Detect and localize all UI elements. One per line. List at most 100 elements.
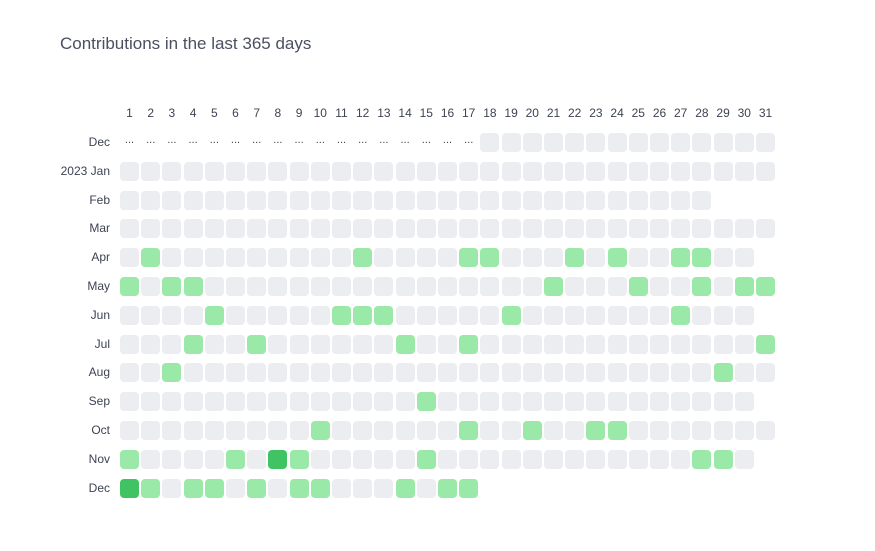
day-cell[interactable] xyxy=(692,219,712,239)
day-cell[interactable] xyxy=(204,363,224,383)
day-cell[interactable] xyxy=(162,305,182,325)
day-cell[interactable] xyxy=(120,392,139,412)
day-cell[interactable] xyxy=(501,449,521,469)
day-cell[interactable] xyxy=(120,449,139,469)
day-cell[interactable] xyxy=(607,449,627,469)
day-cell[interactable] xyxy=(713,248,733,268)
day-cell[interactable] xyxy=(628,392,648,412)
day-cell[interactable] xyxy=(628,421,648,440)
day-cell[interactable] xyxy=(204,449,224,469)
day-cell[interactable] xyxy=(310,219,330,239)
day-cell[interactable] xyxy=(332,248,351,268)
day-cell[interactable] xyxy=(671,219,691,239)
day-cell[interactable] xyxy=(671,449,691,469)
day-cell[interactable] xyxy=(565,305,585,325)
day-cell[interactable] xyxy=(141,305,161,325)
day-cell[interactable] xyxy=(183,449,203,469)
day-cell[interactable] xyxy=(544,334,563,354)
day-cell[interactable] xyxy=(692,161,712,181)
day-cell[interactable] xyxy=(544,161,563,181)
day-cell[interactable] xyxy=(522,421,542,440)
day-cell[interactable] xyxy=(586,421,606,440)
day-cell[interactable] xyxy=(628,133,648,152)
day-cell[interactable] xyxy=(120,219,139,239)
day-cell[interactable] xyxy=(395,219,415,239)
day-cell[interactable] xyxy=(226,421,245,440)
day-cell[interactable] xyxy=(501,248,521,268)
day-cell[interactable] xyxy=(522,305,542,325)
day-cell[interactable] xyxy=(586,363,606,383)
day-cell[interactable] xyxy=(162,449,182,469)
day-cell[interactable] xyxy=(565,449,585,469)
day-cell[interactable] xyxy=(522,133,542,152)
day-cell[interactable] xyxy=(544,190,563,210)
day-cell[interactable] xyxy=(734,449,754,469)
day-cell[interactable] xyxy=(120,190,139,210)
day-cell[interactable] xyxy=(671,190,691,210)
day-cell[interactable] xyxy=(522,334,542,354)
day-cell[interactable] xyxy=(650,449,669,469)
day-cell[interactable] xyxy=(756,334,775,354)
day-cell[interactable] xyxy=(141,449,161,469)
day-cell[interactable] xyxy=(204,248,224,268)
day-cell[interactable] xyxy=(480,392,500,412)
day-cell[interactable] xyxy=(628,334,648,354)
day-cell[interactable] xyxy=(268,161,288,181)
day-cell[interactable] xyxy=(713,363,733,383)
day-cell[interactable] xyxy=(501,421,521,440)
day-cell[interactable] xyxy=(332,334,351,354)
day-cell[interactable] xyxy=(310,478,330,498)
day-cell[interactable] xyxy=(247,219,267,239)
day-cell[interactable] xyxy=(353,277,373,296)
day-cell[interactable] xyxy=(501,190,521,210)
day-cell[interactable] xyxy=(480,219,500,239)
day-cell[interactable] xyxy=(183,305,203,325)
day-cell[interactable] xyxy=(416,334,436,354)
day-cell[interactable] xyxy=(438,421,457,440)
day-cell[interactable] xyxy=(204,277,224,296)
day-cell[interactable] xyxy=(480,277,500,296)
day-cell[interactable] xyxy=(310,305,330,325)
day-cell[interactable] xyxy=(438,363,457,383)
day-cell[interactable] xyxy=(374,421,394,440)
day-cell[interactable] xyxy=(374,334,394,354)
day-cell[interactable] xyxy=(374,305,394,325)
day-cell[interactable] xyxy=(141,334,161,354)
day-cell[interactable] xyxy=(183,277,203,296)
day-cell[interactable] xyxy=(734,133,754,152)
day-cell[interactable] xyxy=(416,478,436,498)
day-cell[interactable] xyxy=(268,363,288,383)
day-cell[interactable] xyxy=(141,421,161,440)
day-cell[interactable] xyxy=(544,392,563,412)
day-cell[interactable] xyxy=(756,161,775,181)
day-cell[interactable] xyxy=(332,219,351,239)
day-cell[interactable] xyxy=(353,248,373,268)
day-cell[interactable] xyxy=(459,277,479,296)
day-cell[interactable] xyxy=(226,219,245,239)
day-cell[interactable] xyxy=(650,219,669,239)
day-cell[interactable] xyxy=(183,161,203,181)
day-cell[interactable] xyxy=(289,392,309,412)
day-cell[interactable] xyxy=(374,248,394,268)
day-cell[interactable] xyxy=(162,363,182,383)
day-cell[interactable] xyxy=(713,161,733,181)
day-cell[interactable] xyxy=(416,248,436,268)
day-cell[interactable] xyxy=(268,219,288,239)
day-cell[interactable] xyxy=(565,334,585,354)
day-cell[interactable] xyxy=(713,305,733,325)
day-cell[interactable] xyxy=(586,277,606,296)
day-cell[interactable] xyxy=(459,248,479,268)
day-cell[interactable] xyxy=(268,392,288,412)
day-cell[interactable] xyxy=(374,478,394,498)
day-cell[interactable] xyxy=(713,334,733,354)
day-cell[interactable] xyxy=(692,334,712,354)
day-cell[interactable] xyxy=(459,305,479,325)
day-cell[interactable] xyxy=(586,449,606,469)
day-cell[interactable] xyxy=(565,277,585,296)
day-cell[interactable] xyxy=(692,305,712,325)
day-cell[interactable] xyxy=(120,161,139,181)
day-cell[interactable] xyxy=(607,277,627,296)
day-cell[interactable] xyxy=(586,305,606,325)
day-cell[interactable] xyxy=(756,363,775,383)
day-cell[interactable] xyxy=(692,363,712,383)
